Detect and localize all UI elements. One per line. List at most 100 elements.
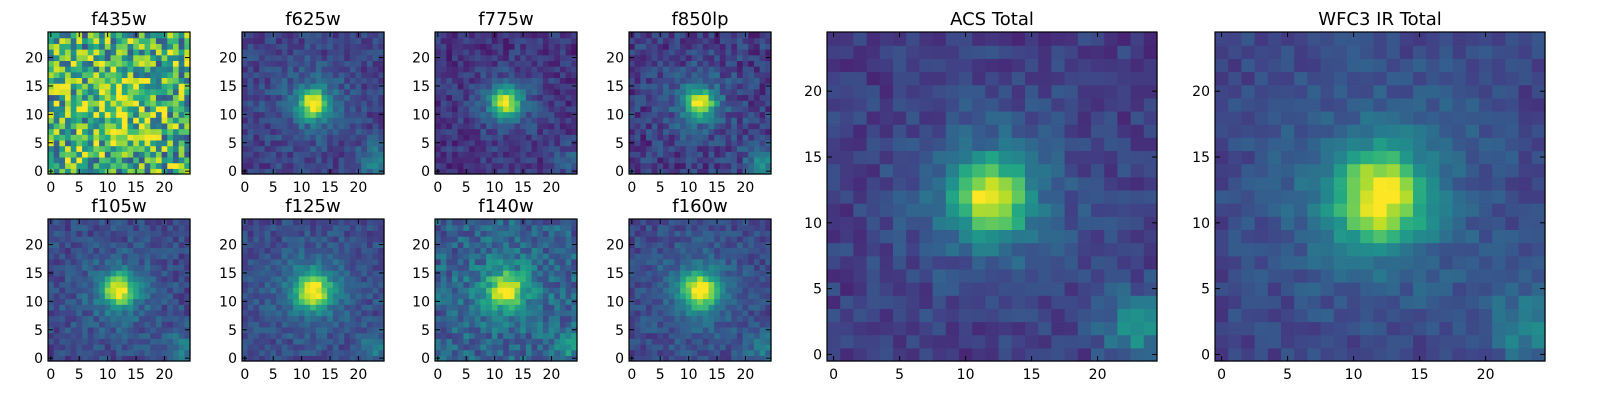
heatmap-cell — [116, 321, 123, 328]
heatmap-cell — [542, 128, 550, 135]
heatmap-cell — [270, 275, 277, 283]
heatmap-cell — [629, 292, 636, 300]
heatmap-cell — [253, 37, 260, 44]
heatmap-cell — [76, 326, 83, 334]
heatmap-cell — [99, 145, 106, 152]
heatmap-cell — [514, 162, 521, 169]
heatmap-cell — [486, 100, 493, 107]
heatmap-cell — [76, 224, 83, 231]
heatmap-cell — [344, 315, 351, 322]
heatmap-cell — [378, 264, 385, 271]
heatmap-cell — [344, 151, 351, 158]
heatmap-cell — [759, 49, 766, 56]
heatmap-cell — [65, 168, 72, 175]
heatmap-cell — [542, 236, 550, 243]
heatmap-cell — [264, 304, 271, 311]
heatmap-cell — [440, 241, 447, 248]
heatmap-cell — [514, 111, 521, 118]
heatmap-cell — [110, 264, 117, 271]
heatmap-cell — [685, 151, 693, 158]
heatmap-cell — [93, 309, 100, 317]
heatmap-cell — [93, 94, 100, 101]
heatmap-cell — [133, 105, 140, 113]
heatmap-cell — [378, 332, 385, 339]
heatmap-cell — [65, 100, 72, 107]
heatmap-cell — [378, 315, 385, 322]
heatmap-cell — [565, 111, 572, 118]
heatmap-cell — [731, 134, 738, 141]
heatmap-cell — [321, 270, 328, 277]
heatmap-cell — [281, 326, 289, 334]
heatmap-cell — [349, 105, 357, 113]
heatmap-cell — [332, 275, 340, 283]
heatmap-cell — [469, 156, 476, 164]
heatmap-cell — [571, 37, 578, 44]
heatmap-cell — [731, 128, 738, 135]
heatmap-cell — [646, 332, 653, 339]
heatmap-cell — [554, 258, 561, 266]
heatmap-cell — [759, 298, 766, 305]
heatmap-cell — [281, 298, 289, 305]
heatmap-cell — [668, 304, 676, 311]
heatmap-cell — [463, 134, 470, 141]
heatmap-cell — [702, 66, 710, 73]
heatmap-cell — [446, 49, 453, 56]
heatmap-cell — [646, 83, 653, 90]
heatmap-cell — [133, 94, 140, 101]
heatmap-cell — [344, 117, 351, 124]
heatmap-cell — [765, 309, 772, 317]
heatmap-cell — [133, 264, 140, 271]
y-tick-label: 20 — [606, 51, 624, 67]
heatmap-cell — [457, 117, 464, 124]
heatmap-cell — [474, 338, 482, 345]
heatmap-cell — [680, 43, 687, 50]
heatmap-cell — [104, 43, 112, 50]
heatmap-cell — [765, 105, 772, 113]
y-tick-label: 0 — [228, 351, 237, 367]
heatmap-cell — [708, 32, 715, 39]
heatmap-cell — [691, 355, 698, 362]
heatmap-cell — [184, 105, 191, 113]
heatmap-cell — [457, 54, 464, 61]
heatmap-cell — [304, 309, 311, 317]
heatmap-cell — [70, 309, 77, 317]
heatmap-cell — [242, 43, 249, 50]
heatmap-cell — [378, 275, 385, 283]
heatmap-cell — [76, 71, 83, 79]
heatmap-cell — [361, 224, 368, 231]
heatmap-cell — [497, 241, 504, 248]
heatmap-cell — [315, 338, 323, 345]
heatmap-cell — [559, 134, 567, 141]
x-tick-label: 15 — [708, 180, 726, 196]
heatmap-cell — [446, 219, 453, 226]
heatmap-cell — [629, 94, 636, 101]
heatmap-cell — [748, 281, 755, 288]
heatmap-cell — [629, 162, 636, 169]
heatmap-cell — [680, 292, 687, 300]
x-tick-label: 0 — [627, 180, 636, 196]
heatmap-cell — [53, 66, 60, 73]
heatmap-cell — [457, 145, 464, 152]
heatmap-cell — [144, 270, 151, 277]
heatmap-cell — [99, 66, 106, 73]
heatmap-cell — [259, 139, 266, 147]
heatmap-cell — [537, 145, 544, 152]
heatmap-cell — [253, 156, 260, 164]
heatmap-cell — [287, 139, 294, 147]
heatmap-cell — [435, 122, 442, 130]
heatmap-cell — [247, 349, 254, 356]
heatmap-cell — [281, 281, 289, 288]
heatmap-cell — [646, 117, 653, 124]
heatmap-cell — [457, 139, 464, 147]
heatmap-cell — [440, 32, 447, 39]
heatmap-cell — [144, 326, 151, 334]
heatmap-cell — [457, 247, 464, 254]
heatmap-cell — [304, 128, 311, 135]
heatmap-cell — [65, 145, 72, 152]
heatmap-cell — [150, 54, 157, 61]
heatmap-cell — [452, 83, 459, 90]
heatmap-cell — [48, 105, 55, 113]
heatmap-cell — [691, 332, 698, 339]
heatmap-cell — [298, 230, 306, 237]
heatmap-cell — [435, 287, 442, 294]
